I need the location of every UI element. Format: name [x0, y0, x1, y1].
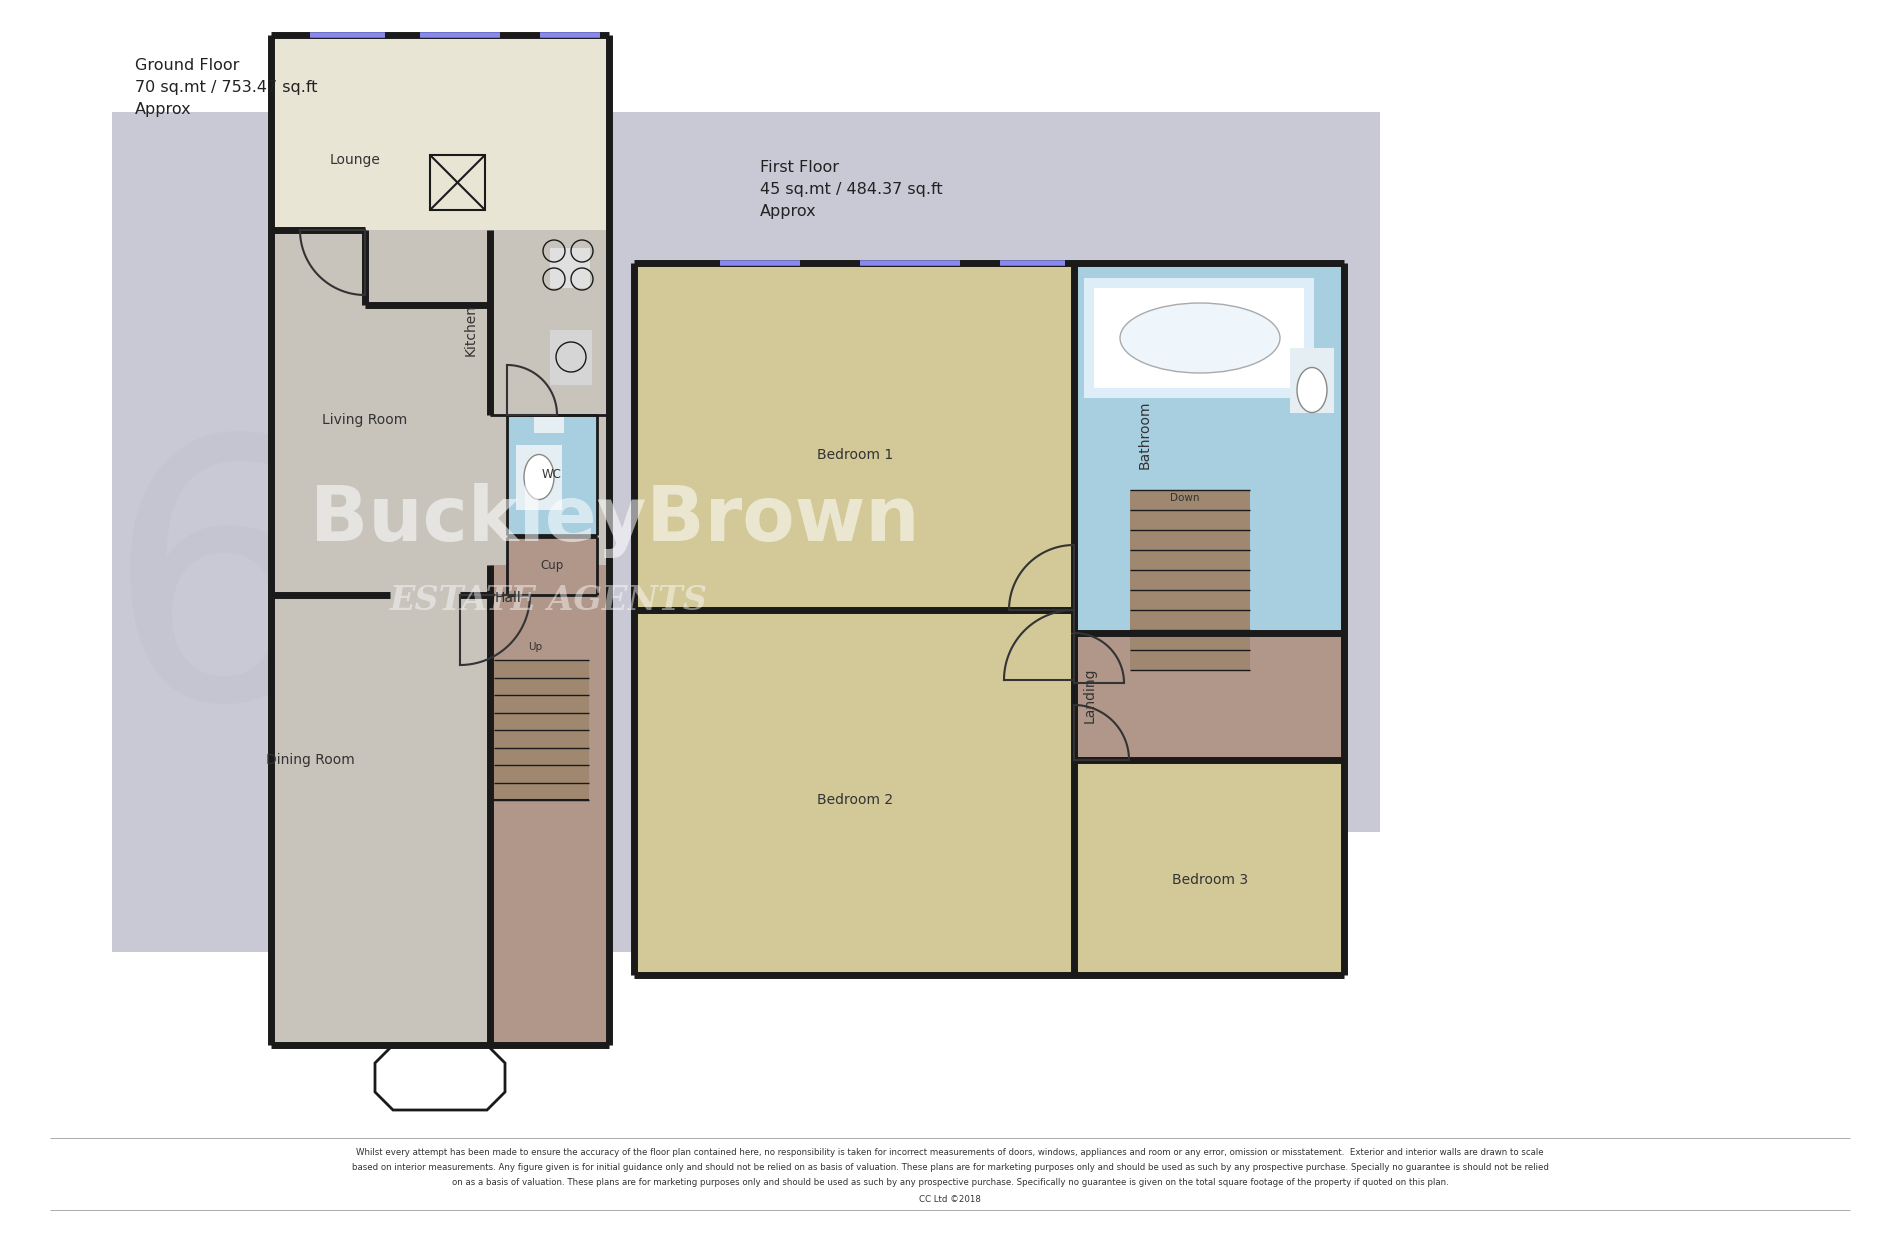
Text: based on interior measurements. Any figure given is for initial guidance only an: based on interior measurements. Any figu… [352, 1163, 1548, 1172]
Text: Living Room: Living Room [323, 413, 408, 427]
Bar [534, 415, 564, 433]
Ellipse shape [1119, 304, 1281, 373]
Text: Ground Floor
70 sq.mt / 753.47 sq.ft
Approx: Ground Floor 70 sq.mt / 753.47 sq.ft App… [135, 58, 317, 117]
Text: CC Ltd ©2018: CC Ltd ©2018 [920, 1195, 980, 1204]
Text: Bathroom: Bathroom [1138, 401, 1151, 469]
Bar [549, 330, 593, 384]
Bar [1074, 262, 1343, 633]
Text: Up: Up [528, 642, 542, 652]
Text: BuckleyBrown: BuckleyBrown [310, 483, 920, 557]
Bar [1130, 490, 1250, 671]
Text: Whilst every attempt has been made to ensure the accuracy of the floor plan cont: Whilst every attempt has been made to en… [355, 1148, 1545, 1157]
Text: 6: 6 [663, 452, 857, 749]
Bar [429, 156, 484, 210]
Bar [517, 445, 562, 510]
Bar [507, 537, 597, 595]
Polygon shape [374, 1045, 505, 1110]
Text: on as a basis of valuation. These plans are for marketing purposes only and shou: on as a basis of valuation. These plans … [452, 1178, 1448, 1187]
Bar [549, 248, 591, 289]
Text: 6: 6 [104, 425, 334, 775]
Bar [494, 661, 589, 800]
Text: Landing: Landing [1083, 667, 1096, 723]
Text: Bedroom 1: Bedroom 1 [817, 448, 893, 462]
Text: Bedroom 3: Bedroom 3 [1172, 873, 1248, 887]
Bar [635, 610, 1074, 975]
Bar [490, 230, 610, 415]
Bar [619, 112, 1379, 832]
Text: Cup: Cup [540, 559, 564, 571]
Text: WC: WC [542, 469, 562, 481]
Bar [507, 415, 597, 535]
Bar [1074, 760, 1343, 975]
Text: Bedroom 2: Bedroom 2 [817, 792, 893, 807]
Bar [490, 565, 610, 1045]
Text: Lounge: Lounge [331, 153, 380, 167]
Bar [1094, 289, 1303, 388]
Bar [1290, 348, 1334, 413]
Text: First Floor
45 sq.mt / 484.37 sq.ft
Approx: First Floor 45 sq.mt / 484.37 sq.ft Appr… [760, 160, 942, 219]
Bar [1085, 277, 1315, 398]
Bar [272, 35, 610, 230]
Text: Dining Room: Dining Room [266, 753, 355, 768]
Ellipse shape [524, 454, 555, 500]
Bar [272, 230, 610, 1045]
Text: Hall: Hall [496, 591, 522, 605]
Bar [112, 112, 712, 952]
Bar [635, 262, 1074, 610]
Text: Down: Down [1170, 493, 1199, 503]
Text: ESTATE AGENTS: ESTATE AGENTS [390, 583, 709, 617]
Text: Kitchen: Kitchen [464, 304, 479, 356]
Bar [1074, 633, 1343, 760]
Ellipse shape [1298, 367, 1326, 413]
